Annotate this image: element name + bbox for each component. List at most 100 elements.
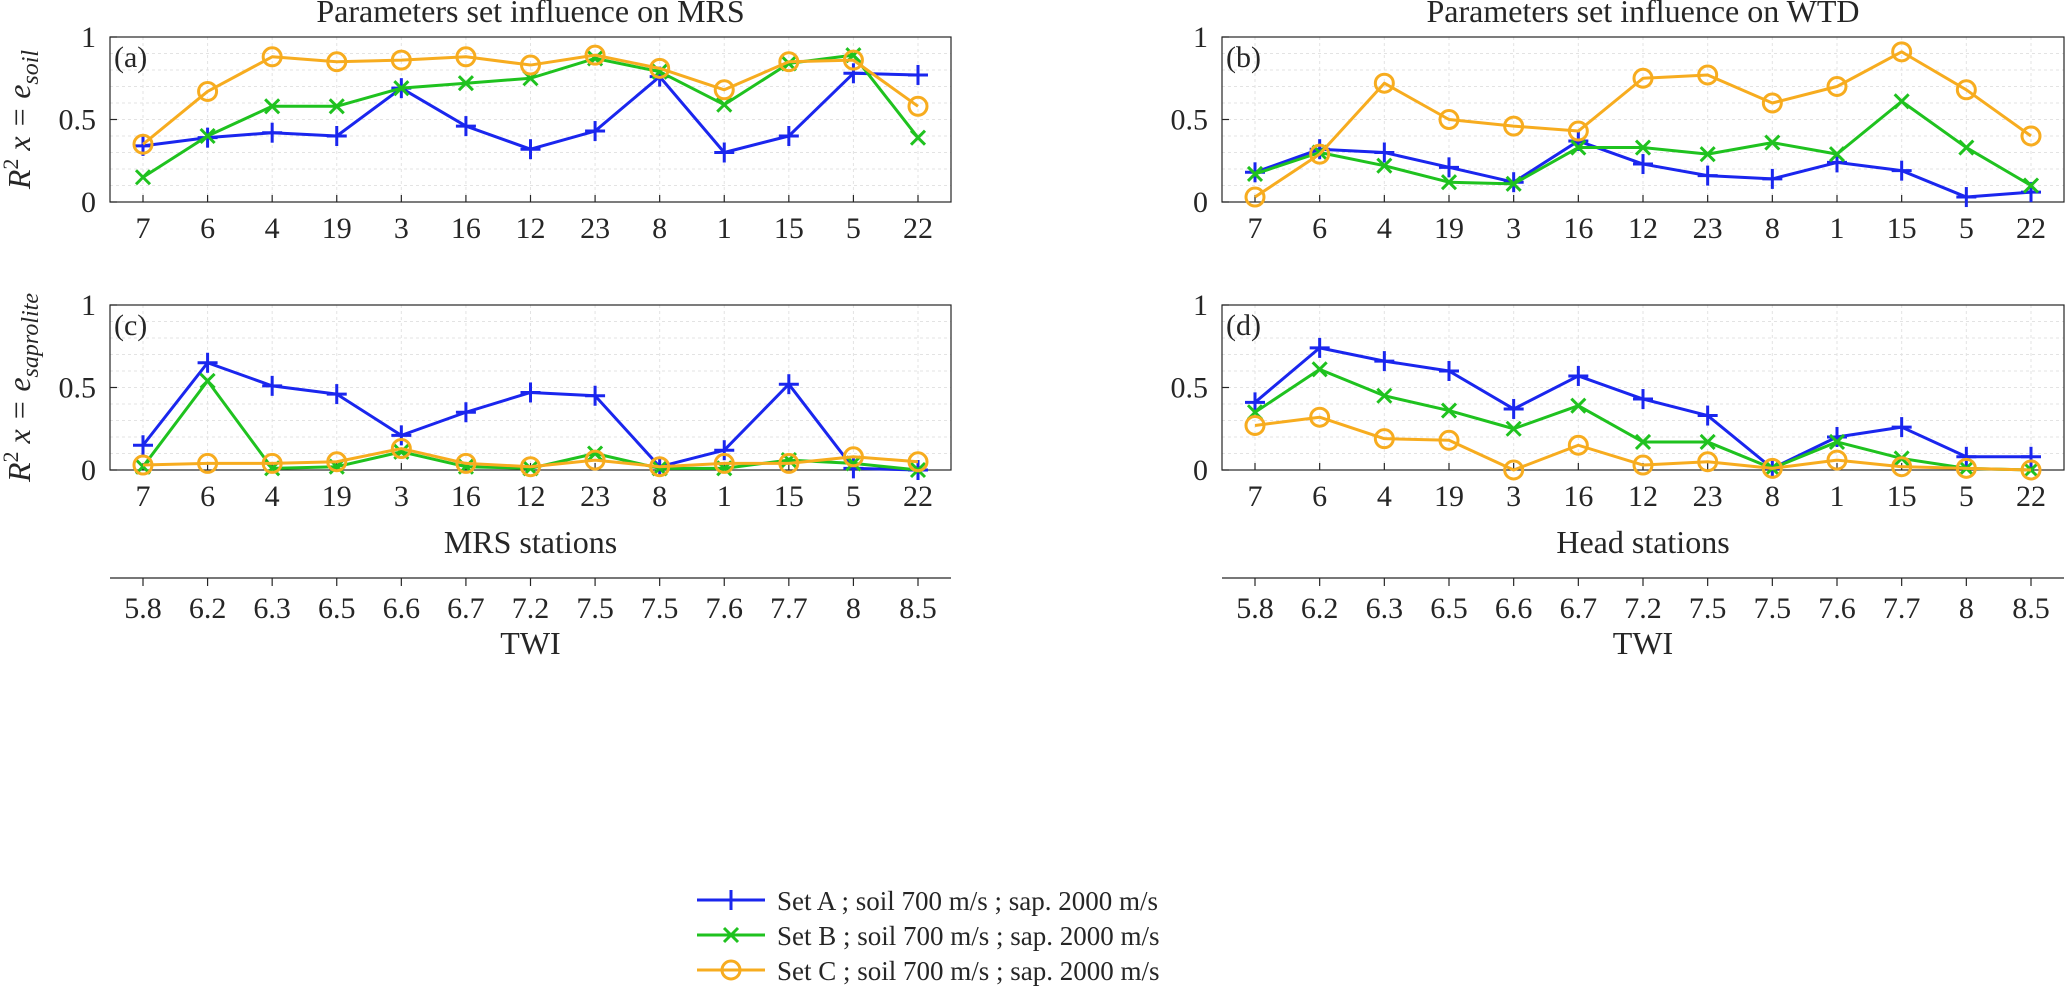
data-point	[1570, 139, 1587, 156]
x-tick-label: 23	[1693, 480, 1723, 513]
data-point	[393, 80, 410, 97]
data-point	[1828, 433, 1846, 451]
data-point	[1697, 64, 1719, 86]
data-point	[1374, 142, 1395, 163]
twi-tick-label: 6.6	[1495, 592, 1533, 625]
data-point	[1438, 429, 1460, 451]
series-line	[1254, 415, 2032, 472]
data-point	[455, 116, 476, 137]
x-marker-b	[2022, 177, 2040, 194]
x-tick-label: 5	[846, 212, 861, 245]
data-point	[1309, 337, 1330, 358]
x-marker-b	[722, 926, 740, 944]
data-point	[1697, 405, 1718, 426]
legend: Set A ; soil 700 m/s ; sap. 2000 m/s Set …	[697, 886, 1160, 986]
data-point	[390, 438, 412, 460]
x-tick-label: 7	[1248, 480, 1263, 513]
data-point	[2022, 177, 2040, 194]
x-tick-label: 19	[322, 212, 352, 245]
data-point	[587, 445, 604, 462]
data-point	[390, 49, 412, 71]
circle-marker	[1503, 459, 1525, 481]
x-axis-label: Head stations	[1556, 524, 1729, 560]
data-point	[1309, 406, 1331, 428]
twi-tick-label: 6.5	[318, 592, 356, 625]
panel-c: 0 0.5 1 7 6 4 19 3 16 12 23 8 1 15 5 22 (c) R2 x = esapro…	[0, 289, 952, 661]
x-tick-label: 16	[451, 480, 481, 513]
y-tick-label: 0	[1193, 454, 1208, 487]
data-point	[1373, 72, 1395, 94]
x-tick-label: 1	[717, 212, 732, 245]
data-point	[1570, 397, 1587, 414]
data-point	[455, 402, 476, 423]
legend-entry-label: Set B ; soil 700 m/s ; sap. 2000 m/s	[777, 921, 1160, 951]
x-marker-b	[909, 129, 927, 146]
data-point	[1697, 451, 1719, 473]
data-point	[262, 122, 283, 143]
circle-marker	[1761, 92, 1783, 114]
data-point	[520, 456, 541, 478]
x-tick-label: 1	[1830, 212, 1845, 245]
x-marker-b	[199, 372, 216, 389]
data-point	[134, 169, 152, 186]
data-point	[1632, 454, 1654, 476]
x-marker-b	[845, 455, 862, 472]
x-marker-b	[1440, 174, 1458, 191]
series-set-a	[1245, 130, 2041, 208]
data-point	[1376, 387, 1393, 404]
circle-marker	[584, 44, 606, 66]
circle-marker	[1244, 186, 1266, 208]
twi-tick-label: 6.3	[1366, 592, 1404, 625]
circle-marker	[455, 46, 477, 68]
x-tick-label: 3	[394, 480, 409, 513]
x-tick-label: 22	[2016, 480, 2046, 513]
x-tick-label: 22	[903, 480, 933, 513]
circle-marker	[713, 452, 735, 474]
circle-marker	[584, 449, 606, 471]
x-tick-label: 19	[322, 480, 352, 513]
data-point	[1376, 157, 1393, 174]
twi-tick-label: 6.7	[447, 592, 485, 625]
x-tick-label: 15	[774, 480, 804, 513]
x-tick-label: 4	[265, 212, 280, 245]
data-point	[1632, 67, 1654, 89]
circle-marker	[1891, 456, 1913, 478]
y-axis-label: R2 x = esaprolite	[0, 293, 44, 483]
x-marker-b	[1311, 361, 1328, 378]
x-marker-b	[1958, 139, 1975, 156]
data-point	[1826, 449, 1848, 471]
x-tick-label: 15	[1887, 480, 1917, 513]
data-point	[520, 382, 541, 403]
x-marker-b	[1634, 139, 1652, 156]
x-tick-label: 3	[1506, 212, 1521, 245]
x-marker-b	[1634, 433, 1652, 451]
circle-marker	[713, 79, 735, 101]
ylabel-mid: x = e	[1, 377, 37, 451]
data-point	[261, 452, 283, 474]
twi-tick-label: 7.5	[1754, 592, 1792, 625]
data-point	[585, 385, 606, 406]
ylabel-sub: saprolite	[18, 293, 44, 378]
twi-tick-label: 8.5	[899, 592, 937, 625]
data-point	[778, 452, 800, 474]
data-point	[1503, 115, 1525, 137]
data-point	[1309, 143, 1331, 165]
x-marker-b	[457, 75, 474, 92]
x-marker-b	[1440, 402, 1458, 419]
data-point	[326, 51, 348, 73]
data-point	[197, 80, 219, 102]
x-marker-b	[1764, 134, 1781, 151]
twi-tick-label: 7.2	[1624, 592, 1662, 625]
legend-entry-label: Set C ; soil 700 m/s ; sap. 2000 m/s	[777, 956, 1160, 986]
x-tick-label: 7	[136, 212, 151, 245]
circle-marker	[1438, 109, 1460, 130]
ylabel-mid: x = e	[1, 85, 37, 159]
y-tick-label: 0	[81, 454, 96, 487]
twi-tick-label: 5.8	[1236, 592, 1274, 625]
y-axis-label: R2 x = esoil	[0, 50, 44, 191]
data-point	[716, 96, 733, 113]
circle-marker	[1697, 64, 1719, 86]
circle-marker	[261, 452, 283, 474]
x-tick-label: 6	[200, 480, 215, 513]
twi-tick-label: 8	[1959, 592, 1974, 625]
